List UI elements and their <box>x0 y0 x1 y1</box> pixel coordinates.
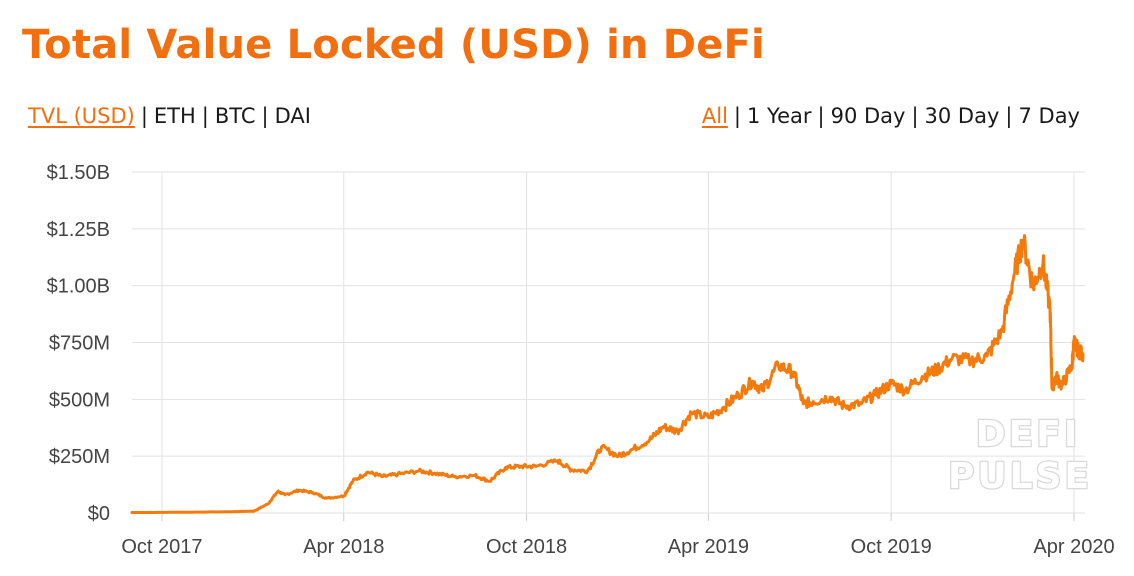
grid <box>132 171 1085 521</box>
separator: | <box>817 104 825 128</box>
range-90-day[interactable]: 90 Day <box>830 104 906 128</box>
tab-tvl-usd[interactable]: TVL (USD) <box>28 104 135 128</box>
range-7-day[interactable]: 7 Day <box>1018 104 1080 128</box>
separator: | <box>911 104 919 128</box>
axis-labels: $0 $250M $500M $750M $1.00B $1.25B $1.50B Oct 2… <box>47 162 1115 558</box>
metric-selector: TVL (USD) | ETH | BTC | DAI <box>28 104 311 128</box>
x-tick-label: Oct 2017 <box>121 536 202 558</box>
y-tick-label: $500M <box>49 389 110 411</box>
tab-dai[interactable]: DAI <box>274 104 311 128</box>
tab-eth[interactable]: ETH <box>153 104 196 128</box>
y-tick-label: $250M <box>49 446 110 468</box>
y-tick-label: $1.25B <box>47 219 110 241</box>
range-all[interactable]: All <box>701 104 728 128</box>
range-30-day[interactable]: 30 Day <box>924 104 1000 128</box>
x-tick-label: Apr 2020 <box>1033 536 1114 558</box>
separator: | <box>201 104 209 128</box>
separator: | <box>733 104 741 128</box>
y-tick-label: $0 <box>88 503 110 525</box>
tvl-series-line <box>130 234 1085 514</box>
watermark-line-1: DEFI <box>976 414 1080 455</box>
x-tick-label: Oct 2018 <box>486 536 567 558</box>
separator: | <box>1005 104 1013 128</box>
range-1-year[interactable]: 1 Year <box>747 104 812 128</box>
separator: | <box>140 104 148 128</box>
series-layer <box>130 234 1085 514</box>
tab-btc[interactable]: BTC <box>214 104 256 128</box>
range-selector: All | 1 Year | 90 Day | 30 Day | 7 Day <box>702 104 1080 128</box>
x-tick-label: Apr 2018 <box>303 536 384 558</box>
chart-title: Total Value Locked (USD) in DeFi <box>22 22 765 68</box>
y-tick-label: $1.50B <box>47 162 110 184</box>
x-tick-label: Oct 2019 <box>851 536 932 558</box>
y-tick-label: $750M <box>49 333 110 355</box>
y-tick-label: $1.00B <box>47 276 110 298</box>
x-tick-label: Apr 2019 <box>668 536 749 558</box>
defi-pulse-watermark: DEFI PULSE <box>947 413 1092 499</box>
separator: | <box>261 104 269 128</box>
watermark-line-2: PULSE <box>948 456 1092 497</box>
